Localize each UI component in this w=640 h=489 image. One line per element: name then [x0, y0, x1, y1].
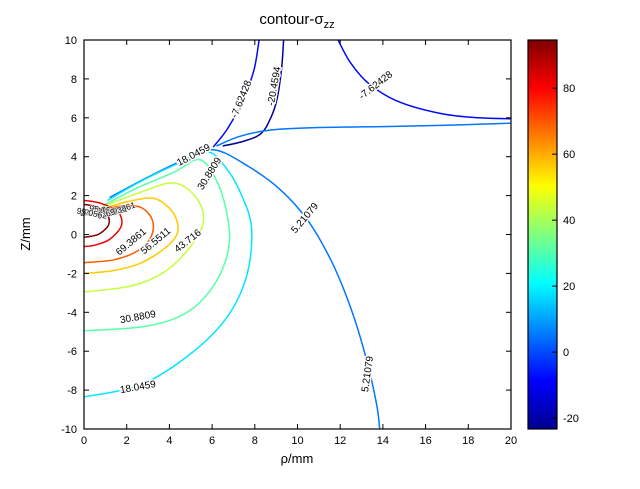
colorbar-ticks-group: 80 60 40 20 0 -20	[552, 83, 579, 425]
colorbar-tick-label: -20	[563, 413, 579, 425]
contour-lines-group	[84, 40, 511, 429]
y-tick-label: 0	[71, 230, 77, 242]
chart-title-subscript: zz	[324, 19, 335, 31]
x-tick-label: 20	[505, 435, 517, 447]
colorbar-tick-label: 60	[563, 149, 575, 161]
contour-label-cluster: 82.2212	[79, 204, 111, 218]
chart-title-main: contour-σ	[259, 11, 324, 28]
y-tick-label: 4	[71, 152, 77, 164]
x-tick-label: 18	[462, 435, 474, 447]
y-tick-label: 6	[71, 113, 77, 125]
x-tick-label: 0	[81, 435, 87, 447]
x-tick-label: 12	[334, 435, 346, 447]
contour-line-30.8809	[84, 158, 231, 332]
y-tick-label: -8	[67, 385, 77, 397]
contour-line--7.62428	[212, 40, 260, 148]
contour-line-5.21079	[109, 149, 381, 429]
x-axis-label: ρ/mm	[281, 451, 314, 466]
plot-border	[83, 39, 512, 430]
chart-title: contour-σzz	[259, 11, 334, 31]
x-tick-label: 8	[252, 435, 258, 447]
y-tick-label: -6	[67, 346, 77, 358]
y-tick-label: 8	[71, 74, 77, 86]
y-tick-label: 2	[71, 191, 77, 203]
colorbar-tick-label: 20	[563, 281, 575, 293]
y-tick-label: -4	[67, 307, 77, 319]
colorbar-tick-label: 0	[563, 347, 569, 359]
contour-line-5.21079	[216, 122, 511, 147]
contour-line-69.3861	[84, 204, 155, 264]
x-tick-label: 14	[377, 435, 389, 447]
x-tick-label: 2	[124, 435, 130, 447]
x-tick-label: 10	[291, 435, 303, 447]
x-tick-label: 4	[166, 435, 172, 447]
contour-line-43.716	[84, 182, 205, 293]
colorbar-tick-label: 40	[563, 215, 575, 227]
contour-line-56.5511	[84, 197, 179, 275]
contour-line-82.2212	[84, 199, 123, 248]
contour-line-95.0562	[84, 203, 111, 238]
y-tick-label: 10	[65, 35, 77, 47]
y-tick-label: -10	[61, 424, 77, 436]
contour-line--20.4594	[222, 40, 285, 147]
y-tick-label: -2	[67, 268, 77, 280]
colorbar	[527, 39, 558, 430]
colorbar-tick-label: 80	[563, 83, 575, 95]
contour-line-18.0459	[84, 151, 253, 398]
y-axis-label: Z/mm	[18, 217, 33, 250]
x-tick-label: 16	[419, 435, 431, 447]
plot-area	[84, 40, 511, 429]
x-tick-label: 6	[209, 435, 215, 447]
contour-line--7.62428	[337, 40, 511, 120]
contour-label-cluster: 95.0562	[89, 203, 121, 216]
